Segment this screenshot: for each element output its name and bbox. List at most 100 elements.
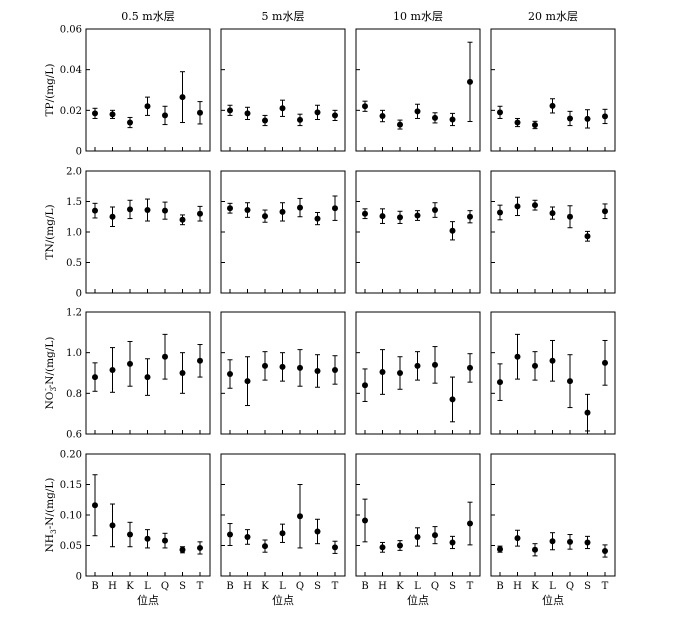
x-tick-label: K <box>531 581 539 592</box>
data-point <box>584 539 591 546</box>
data-point <box>332 366 338 373</box>
x-tick-label: S <box>449 581 456 592</box>
data-point <box>262 362 268 369</box>
data-point <box>144 207 151 214</box>
data-point <box>532 202 538 209</box>
data-point <box>584 233 591 240</box>
data-point <box>227 371 233 378</box>
column-title: 0.5 m水层 <box>121 10 174 23</box>
y-tick-label: 0.6 <box>66 430 82 441</box>
data-point <box>567 378 573 385</box>
data-point <box>244 110 251 117</box>
y-axis-label: TN/(mg/L) <box>44 204 56 259</box>
panel-frame <box>220 170 346 294</box>
data-point <box>127 360 133 367</box>
y-axis-label-main: NO <box>44 391 56 409</box>
data-point <box>414 362 421 369</box>
data-point <box>584 115 591 122</box>
data-point <box>227 531 233 538</box>
x-tick-label: K <box>126 581 134 592</box>
column-title: 20 m水层 <box>528 10 578 23</box>
x-axis-label: 位点 <box>542 593 564 607</box>
data-point <box>514 535 521 542</box>
column-title: 5 m水层 <box>262 10 305 23</box>
data-point <box>92 502 98 509</box>
panel-no3-3 <box>490 311 616 435</box>
x-tick-label: T <box>197 581 204 592</box>
x-tick-label: H <box>243 581 252 592</box>
data-point <box>379 213 386 220</box>
panel-tn-1 <box>220 170 346 294</box>
y-axis-label-sub: 3 <box>49 387 58 392</box>
data-point <box>379 368 386 375</box>
y-axis-label: NH3-N/(mg/L) <box>44 478 58 553</box>
panel-frame <box>85 170 211 294</box>
data-point <box>432 532 438 539</box>
x-tick-label: B <box>91 581 98 592</box>
data-point <box>497 109 503 116</box>
data-point <box>514 203 521 210</box>
y-axis-label-sup: - <box>41 388 50 391</box>
data-point <box>497 546 503 553</box>
data-point <box>497 209 503 216</box>
y-tick-label: 0.02 <box>60 106 82 117</box>
data-point <box>449 539 456 546</box>
data-point <box>314 109 321 116</box>
x-tick-label: Q <box>431 581 439 592</box>
data-point <box>397 370 403 376</box>
data-point <box>432 114 438 121</box>
y-tick-label: 0.15 <box>60 480 82 491</box>
data-point <box>549 102 556 109</box>
data-point <box>514 119 521 126</box>
panel-frame <box>85 28 211 152</box>
x-tick-label: S <box>584 581 591 592</box>
column-title: 10 m水层 <box>393 10 443 23</box>
data-point <box>297 513 303 520</box>
data-point <box>92 110 98 117</box>
x-tick-label: L <box>144 581 151 592</box>
data-point <box>127 119 133 126</box>
data-point <box>532 546 538 553</box>
y-axis-label-main: NH <box>44 534 56 552</box>
x-tick-label: T <box>332 581 339 592</box>
panel-frame <box>220 453 346 577</box>
x-tick-label: L <box>279 581 286 592</box>
x-tick-label: H <box>513 581 522 592</box>
panel-frame <box>490 453 616 577</box>
data-point <box>602 113 608 120</box>
data-point <box>549 210 556 217</box>
x-tick-label: B <box>361 581 368 592</box>
data-point <box>432 207 438 214</box>
data-point <box>567 213 573 220</box>
data-point <box>567 538 573 545</box>
panel-no3-1 <box>220 311 346 435</box>
panel-no3-2 <box>355 311 481 435</box>
x-tick-label: L <box>414 581 421 592</box>
data-point <box>567 115 573 122</box>
y-axis-label-sub: 3 <box>49 529 58 534</box>
data-point <box>144 535 151 542</box>
y-tick-label: 1.0 <box>66 228 82 239</box>
data-point <box>262 543 268 550</box>
data-point <box>297 116 303 123</box>
x-axis-label: 位点 <box>137 593 159 607</box>
y-tick-label: 0.10 <box>60 511 82 522</box>
x-tick-label: H <box>108 581 117 592</box>
panel-tp-1 <box>220 28 346 152</box>
data-point <box>414 533 421 540</box>
panel-tn-2 <box>355 170 481 294</box>
data-point <box>467 364 473 371</box>
data-point <box>262 117 268 124</box>
x-tick-label: S <box>179 581 186 592</box>
data-point <box>362 103 368 110</box>
y-tick-label: 1.2 <box>66 308 82 319</box>
panel-frame <box>355 170 481 294</box>
data-point <box>279 363 286 370</box>
y-axis-label-main: TP/(mg/L) <box>44 64 56 117</box>
panel-frame <box>85 453 211 577</box>
data-point <box>602 547 608 554</box>
data-point <box>127 531 133 538</box>
data-point <box>109 111 116 118</box>
y-tick-label: 0.8 <box>66 389 82 400</box>
data-point <box>514 353 521 360</box>
